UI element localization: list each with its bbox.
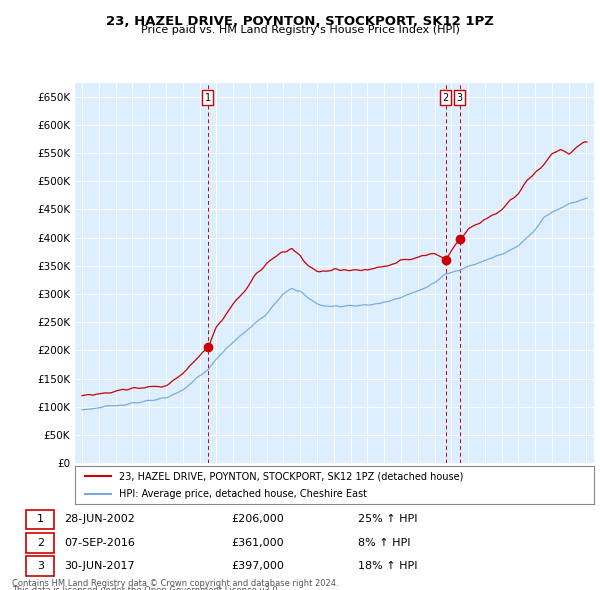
FancyBboxPatch shape bbox=[26, 533, 54, 553]
Text: 30-JUN-2017: 30-JUN-2017 bbox=[64, 561, 134, 571]
Text: 3: 3 bbox=[457, 93, 463, 103]
FancyBboxPatch shape bbox=[26, 510, 54, 529]
Text: This data is licensed under the Open Government Licence v3.0.: This data is licensed under the Open Gov… bbox=[12, 586, 280, 590]
Text: 28-JUN-2002: 28-JUN-2002 bbox=[64, 514, 135, 525]
Text: 07-SEP-2016: 07-SEP-2016 bbox=[64, 538, 135, 548]
Text: Contains HM Land Registry data © Crown copyright and database right 2024.: Contains HM Land Registry data © Crown c… bbox=[12, 579, 338, 588]
Text: £397,000: £397,000 bbox=[231, 561, 284, 571]
Text: 2: 2 bbox=[37, 538, 44, 548]
FancyBboxPatch shape bbox=[26, 556, 54, 576]
Text: Price paid vs. HM Land Registry's House Price Index (HPI): Price paid vs. HM Land Registry's House … bbox=[140, 25, 460, 35]
Text: £361,000: £361,000 bbox=[231, 538, 284, 548]
Text: 3: 3 bbox=[37, 561, 44, 571]
Text: 1: 1 bbox=[205, 93, 211, 103]
Text: 2: 2 bbox=[443, 93, 449, 103]
Text: 18% ↑ HPI: 18% ↑ HPI bbox=[358, 561, 417, 571]
Text: 23, HAZEL DRIVE, POYNTON, STOCKPORT, SK12 1PZ: 23, HAZEL DRIVE, POYNTON, STOCKPORT, SK1… bbox=[106, 15, 494, 28]
Text: 1: 1 bbox=[37, 514, 44, 525]
Text: £206,000: £206,000 bbox=[231, 514, 284, 525]
Text: 25% ↑ HPI: 25% ↑ HPI bbox=[358, 514, 417, 525]
Text: 8% ↑ HPI: 8% ↑ HPI bbox=[358, 538, 410, 548]
Text: HPI: Average price, detached house, Cheshire East: HPI: Average price, detached house, Ches… bbox=[119, 489, 367, 499]
Text: 23, HAZEL DRIVE, POYNTON, STOCKPORT, SK12 1PZ (detached house): 23, HAZEL DRIVE, POYNTON, STOCKPORT, SK1… bbox=[119, 471, 463, 481]
